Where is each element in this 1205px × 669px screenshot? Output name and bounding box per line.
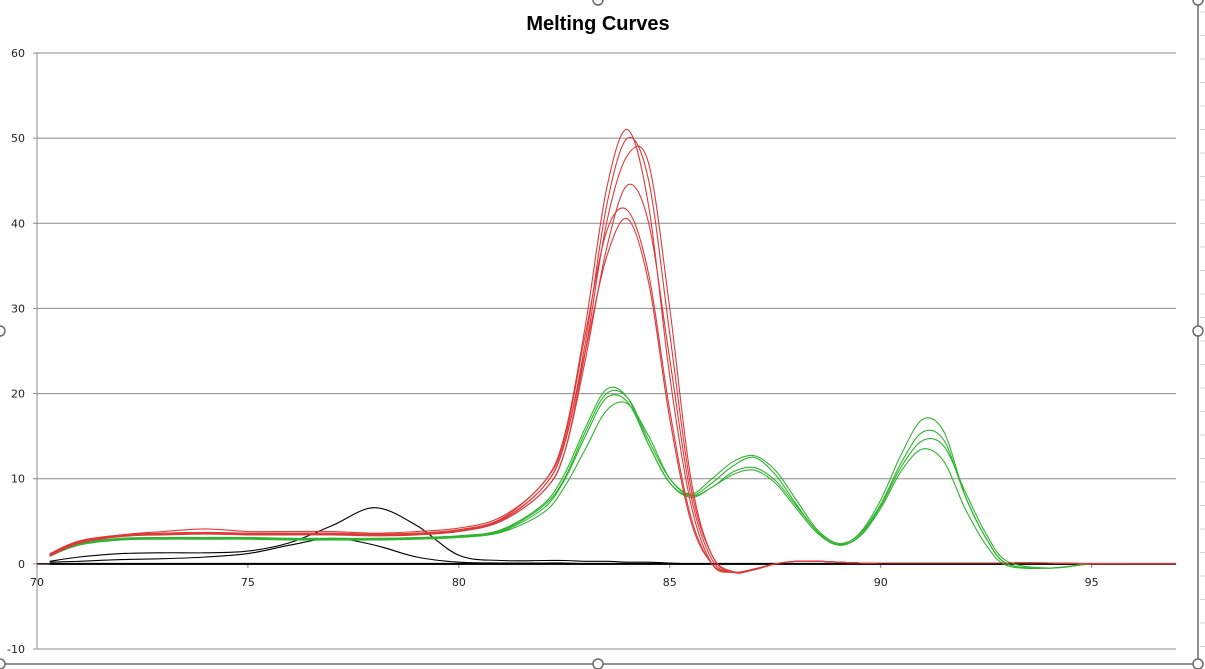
x-tick-label: 85 xyxy=(663,576,677,589)
y-tick-label: 0 xyxy=(18,558,25,571)
x-tick-label: 80 xyxy=(452,576,466,589)
y-tick-label: 30 xyxy=(11,302,25,315)
x-tick-label: 90 xyxy=(874,576,888,589)
y-tick-label: 50 xyxy=(11,132,25,145)
resize-handle[interactable] xyxy=(1192,0,1204,6)
resize-handle[interactable] xyxy=(1192,325,1204,337)
series-line-red-6 xyxy=(49,217,1176,574)
series-group xyxy=(49,129,1176,574)
y-tick-label: 40 xyxy=(11,217,25,230)
x-tick-label: 75 xyxy=(241,576,255,589)
x-tick-label: 70 xyxy=(30,576,44,589)
chart-title: Melting Curves xyxy=(526,13,669,35)
y-tick-label: 60 xyxy=(11,47,25,60)
axes: -10 0 10 20 30 40 50 60 70 75 80 85 90 95 xyxy=(7,47,1176,656)
resize-handle[interactable] xyxy=(0,658,6,669)
resize-handle[interactable] xyxy=(592,0,604,6)
y-tick-label: -10 xyxy=(7,643,25,656)
resize-handle[interactable] xyxy=(1192,658,1204,669)
resize-handle[interactable] xyxy=(592,658,604,669)
resize-handle[interactable] xyxy=(0,325,6,337)
y-tick-label: 10 xyxy=(11,473,25,486)
x-tick-label: 95 xyxy=(1085,576,1099,589)
y-tick-label: 20 xyxy=(11,388,25,401)
